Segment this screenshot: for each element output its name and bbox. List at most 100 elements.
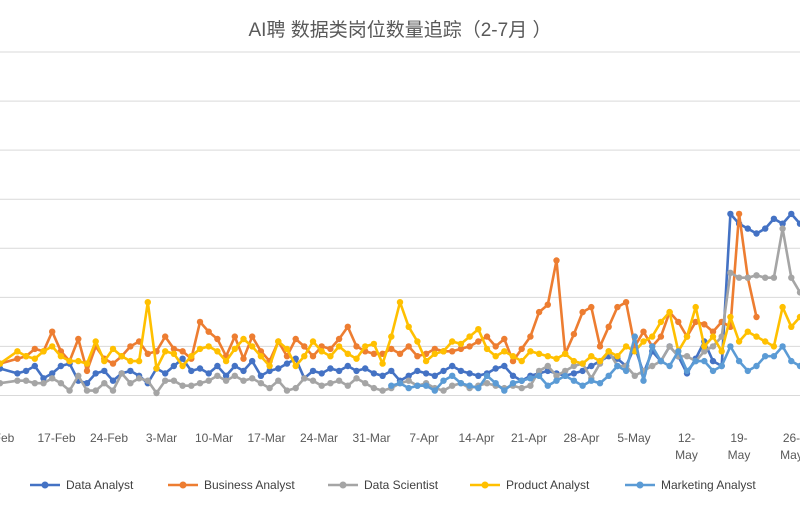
data-point-0-14 xyxy=(127,367,134,375)
data-point-3-37 xyxy=(327,353,334,360)
data-point-2-18 xyxy=(162,377,169,384)
data-point-4-38 xyxy=(718,362,725,370)
data-point-2-51 xyxy=(449,382,456,389)
series-4 xyxy=(388,333,800,394)
data-point-0-5 xyxy=(49,370,56,377)
data-point-1-60 xyxy=(527,333,534,340)
data-point-4-25 xyxy=(605,372,612,379)
data-point-2-6 xyxy=(57,380,65,387)
data-point-3-86 xyxy=(753,333,760,340)
data-point-4-27 xyxy=(622,367,630,375)
data-point-3-73 xyxy=(640,338,647,345)
data-point-2-19 xyxy=(170,377,178,384)
data-point-3-83 xyxy=(727,313,734,321)
data-point-0-3 xyxy=(31,362,38,370)
x-tick-label-12: 5-May xyxy=(617,431,650,445)
data-point-2-82 xyxy=(718,333,725,340)
data-point-2-4 xyxy=(40,380,47,387)
data-point-1-38 xyxy=(335,335,343,343)
data-point-0-56 xyxy=(492,365,499,372)
data-point-0-22 xyxy=(196,365,204,372)
data-point-4-39 xyxy=(727,343,734,350)
data-point-2-65 xyxy=(570,362,578,370)
data-point-3-60 xyxy=(527,348,534,355)
data-point-1-27 xyxy=(240,355,247,362)
data-point-1-16 xyxy=(144,350,151,357)
data-point-1-51 xyxy=(449,348,456,355)
data-point-3-46 xyxy=(405,323,412,330)
data-point-1-56 xyxy=(492,343,499,350)
data-point-4-36 xyxy=(701,357,708,365)
data-point-0-81 xyxy=(709,357,717,365)
data-point-0-49 xyxy=(431,372,438,379)
data-point-0-48 xyxy=(422,370,430,377)
data-point-2-9 xyxy=(83,387,91,394)
data-point-0-31 xyxy=(275,365,282,372)
legend-item-3: Product Analyst xyxy=(470,478,590,492)
data-point-1-61 xyxy=(535,308,543,316)
data-point-0-18 xyxy=(162,370,169,377)
data-point-3-45 xyxy=(396,299,404,306)
data-point-4-22 xyxy=(579,382,586,389)
data-point-1-66 xyxy=(579,308,586,316)
data-point-0-1 xyxy=(14,370,21,377)
data-point-4-19 xyxy=(553,377,560,384)
data-point-1-33 xyxy=(292,335,299,343)
data-point-3-66 xyxy=(579,360,586,367)
data-point-3-28 xyxy=(249,343,256,350)
data-point-3-18 xyxy=(162,348,169,355)
data-point-3-81 xyxy=(709,333,717,340)
data-point-0-85 xyxy=(744,225,751,232)
data-point-2-15 xyxy=(135,375,143,382)
data-point-1-18 xyxy=(162,333,169,340)
data-point-3-12 xyxy=(109,345,117,353)
data-point-3-19 xyxy=(170,350,178,357)
data-point-2-64 xyxy=(562,367,569,375)
data-point-4-29 xyxy=(640,377,647,384)
data-point-2-22 xyxy=(196,380,204,387)
series-line-2 xyxy=(0,227,800,395)
data-point-1-68 xyxy=(596,343,604,350)
data-point-3-14 xyxy=(127,357,134,365)
data-point-0-39 xyxy=(344,362,351,370)
data-point-1-42 xyxy=(370,350,378,357)
data-point-2-38 xyxy=(335,377,343,384)
data-point-2-12 xyxy=(109,387,117,394)
data-point-3-23 xyxy=(205,343,212,350)
data-point-4-43 xyxy=(762,353,769,360)
data-point-3-57 xyxy=(501,348,508,355)
data-point-4-12 xyxy=(492,380,499,387)
data-point-0-20 xyxy=(179,355,186,362)
data-point-4-0 xyxy=(388,382,395,389)
data-point-2-21 xyxy=(188,382,195,389)
legend-label-4: Marketing Analyst xyxy=(661,478,756,492)
x-tick-label-2: 24-Feb xyxy=(90,431,128,445)
data-point-1-47 xyxy=(414,353,421,360)
data-point-3-24 xyxy=(214,348,221,355)
data-point-3-79 xyxy=(692,303,699,311)
data-point-0-12 xyxy=(109,377,117,384)
data-point-3-54 xyxy=(475,326,482,333)
data-point-4-35 xyxy=(692,357,699,365)
data-point-3-78 xyxy=(683,333,691,340)
data-point-0-27 xyxy=(240,367,247,375)
data-point-1-63 xyxy=(553,257,560,264)
data-point-3-39 xyxy=(344,350,351,357)
legend-item-0: Data Analyst xyxy=(30,478,134,492)
data-point-0-6 xyxy=(57,362,65,370)
data-point-4-5 xyxy=(431,387,438,394)
data-point-2-24 xyxy=(214,372,221,379)
data-point-2-26 xyxy=(231,372,238,379)
data-point-0-87 xyxy=(762,225,769,232)
data-point-2-34 xyxy=(301,375,308,382)
data-point-3-30 xyxy=(266,362,273,370)
data-point-2-25 xyxy=(222,377,230,384)
x-tick-label-11: 28-Apr xyxy=(563,431,599,445)
data-point-4-41 xyxy=(744,367,751,375)
data-point-1-69 xyxy=(605,323,612,330)
data-point-2-0 xyxy=(0,380,4,387)
data-point-3-13 xyxy=(118,353,125,360)
data-point-3-34 xyxy=(301,353,308,360)
